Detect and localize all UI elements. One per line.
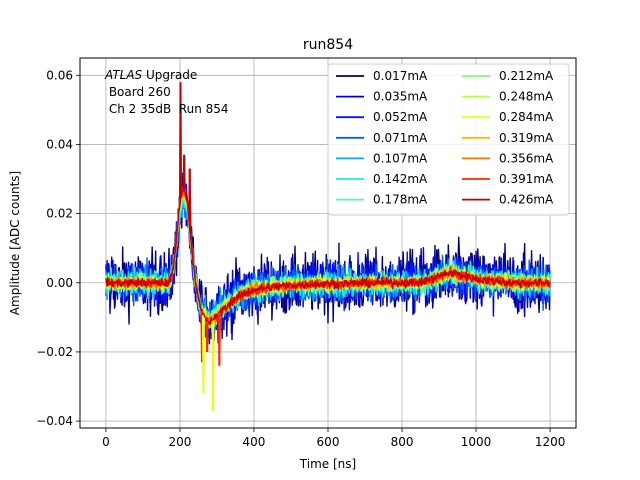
- legend-label: 0.107mA: [373, 151, 428, 165]
- series-line: [105, 182, 551, 326]
- legend-label: 0.035mA: [373, 90, 428, 104]
- legend-box: [327, 63, 570, 216]
- x-tick-label: 200: [168, 435, 191, 449]
- spike-mark: [188, 168, 192, 233]
- spike-mark: [218, 312, 221, 366]
- legend-label: 0.319mA: [499, 131, 554, 145]
- chart-title: run854: [303, 37, 353, 53]
- annotation-upgrade: Upgrade: [142, 68, 197, 82]
- annotation-line-3: Ch 2 35dB Run 854: [105, 102, 229, 116]
- y-tick-label: 0.06: [46, 68, 73, 82]
- y-tick-label: 0.02: [46, 207, 73, 221]
- legend-label: 0.178mA: [373, 193, 428, 207]
- y-tick-label: −0.02: [36, 345, 73, 359]
- y-tick-label: −0.04: [36, 414, 73, 428]
- series-lines: [105, 82, 551, 411]
- legend-label: 0.248mA: [499, 90, 554, 104]
- legend: 0.017mA 0.035mA 0.052mA 0.071mA 0.107mA 0.142…: [327, 63, 570, 216]
- x-axis-label: Time [ns]: [299, 457, 356, 471]
- x-tick-label: 600: [317, 435, 340, 449]
- legend-label: 0.071mA: [373, 131, 428, 145]
- annotation-atlas: ATLAS: [104, 68, 143, 82]
- x-tick-label: 800: [391, 435, 414, 449]
- legend-label: 0.426mA: [499, 193, 554, 207]
- legend-label: 0.284mA: [499, 110, 554, 124]
- legend-label: 0.212mA: [499, 69, 554, 83]
- legend-label: 0.142mA: [373, 172, 428, 186]
- legend-label: 0.052mA: [373, 110, 428, 124]
- spike-mark: [206, 321, 209, 352]
- y-axis-label: Amplitude [ADC counts]: [8, 171, 22, 315]
- annotation-line-2: Board 260: [105, 85, 171, 99]
- x-tick-label: 1200: [535, 435, 566, 449]
- spike-mark: [183, 154, 186, 191]
- atlas-annotation: ATLAS Upgrade Board 260 Ch 2 35dB Run 85…: [104, 68, 229, 116]
- spike-mark: [212, 320, 215, 411]
- legend-items: 0.017mA 0.035mA 0.052mA 0.071mA 0.107mA 0.142…: [336, 69, 554, 207]
- ticks: 0 200 400 600 800 1000 1200 −0.04 −0.02 0.00 0.02 0…: [36, 68, 565, 449]
- legend-label: 0.017mA: [373, 69, 428, 83]
- x-tick-label: 1000: [461, 435, 492, 449]
- x-tick-label: 400: [243, 435, 266, 449]
- legend-label: 0.391mA: [499, 172, 554, 186]
- x-tick-label: 0: [102, 435, 110, 449]
- y-tick-label: 0.00: [46, 276, 73, 290]
- y-tick-label: 0.04: [46, 137, 73, 151]
- legend-label: 0.356mA: [499, 151, 554, 165]
- spike-mark: [179, 82, 183, 196]
- annotation-line-1: ATLAS Upgrade: [104, 68, 197, 82]
- spike-mark: [202, 317, 205, 394]
